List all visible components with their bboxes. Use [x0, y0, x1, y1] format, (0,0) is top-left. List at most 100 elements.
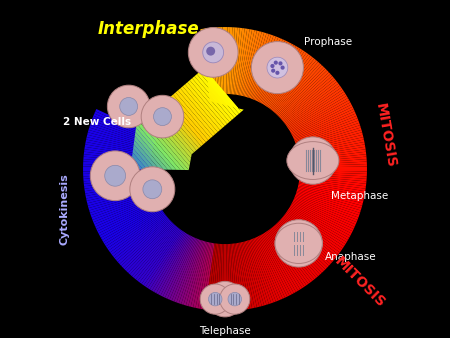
Wedge shape [260, 234, 294, 294]
Wedge shape [282, 78, 335, 122]
Wedge shape [288, 207, 346, 244]
Wedge shape [248, 239, 271, 304]
Polygon shape [138, 111, 189, 170]
Polygon shape [136, 119, 180, 170]
Wedge shape [154, 234, 189, 293]
Wedge shape [156, 234, 190, 294]
Wedge shape [294, 194, 358, 220]
Wedge shape [274, 62, 320, 114]
Wedge shape [272, 59, 316, 112]
Wedge shape [148, 232, 185, 289]
Polygon shape [130, 165, 135, 169]
Wedge shape [265, 49, 302, 106]
Wedge shape [296, 191, 361, 213]
Wedge shape [255, 236, 285, 299]
Wedge shape [261, 234, 296, 293]
Wedge shape [86, 183, 152, 198]
Wedge shape [299, 178, 366, 189]
Polygon shape [162, 102, 201, 148]
Wedge shape [234, 28, 245, 95]
Circle shape [108, 85, 150, 128]
Wedge shape [83, 167, 151, 169]
Wedge shape [86, 137, 153, 153]
Wedge shape [244, 240, 264, 306]
Wedge shape [246, 240, 266, 306]
Wedge shape [277, 222, 325, 271]
Wedge shape [239, 242, 255, 308]
Wedge shape [222, 243, 225, 311]
Wedge shape [130, 224, 176, 276]
Wedge shape [299, 170, 367, 174]
Wedge shape [85, 182, 152, 196]
Polygon shape [157, 106, 196, 152]
Wedge shape [193, 241, 210, 308]
Wedge shape [292, 199, 355, 229]
Wedge shape [290, 100, 351, 134]
Circle shape [289, 137, 337, 184]
Wedge shape [91, 193, 155, 218]
Polygon shape [178, 88, 218, 134]
Wedge shape [237, 29, 250, 96]
Wedge shape [259, 235, 292, 295]
Wedge shape [249, 35, 274, 99]
Wedge shape [283, 80, 337, 123]
Wedge shape [217, 27, 222, 95]
Wedge shape [266, 231, 304, 288]
Wedge shape [252, 238, 278, 301]
Wedge shape [298, 144, 365, 158]
Polygon shape [199, 70, 239, 116]
Wedge shape [299, 177, 366, 186]
Wedge shape [146, 231, 184, 288]
Wedge shape [279, 72, 330, 119]
Wedge shape [92, 118, 156, 144]
Wedge shape [293, 197, 356, 224]
Circle shape [274, 61, 278, 65]
Wedge shape [275, 64, 322, 115]
Text: Interphase: Interphase [98, 20, 200, 38]
Wedge shape [285, 86, 341, 126]
Wedge shape [243, 31, 262, 97]
Circle shape [105, 165, 126, 186]
Wedge shape [106, 210, 163, 248]
Wedge shape [83, 169, 151, 171]
Wedge shape [121, 220, 171, 268]
Wedge shape [142, 229, 182, 285]
Wedge shape [254, 237, 283, 300]
Wedge shape [225, 27, 228, 95]
Wedge shape [296, 125, 361, 147]
Wedge shape [289, 96, 348, 132]
Wedge shape [249, 239, 274, 303]
Wedge shape [298, 179, 365, 191]
Wedge shape [85, 144, 152, 158]
Wedge shape [266, 50, 304, 107]
Wedge shape [242, 31, 259, 97]
Wedge shape [94, 114, 157, 141]
Wedge shape [242, 241, 259, 307]
Wedge shape [99, 203, 159, 236]
Wedge shape [291, 201, 353, 234]
Wedge shape [263, 232, 300, 291]
Wedge shape [102, 206, 161, 242]
Wedge shape [109, 212, 165, 252]
Text: MITOSIS: MITOSIS [332, 254, 388, 310]
Wedge shape [265, 232, 302, 289]
Wedge shape [226, 243, 230, 311]
Wedge shape [299, 174, 367, 182]
Wedge shape [213, 243, 220, 311]
Wedge shape [299, 149, 366, 160]
Wedge shape [228, 27, 233, 95]
Wedge shape [246, 32, 266, 98]
Wedge shape [179, 239, 202, 304]
Polygon shape [166, 98, 206, 144]
Polygon shape [187, 80, 227, 126]
Wedge shape [299, 172, 367, 176]
Wedge shape [271, 57, 315, 111]
Wedge shape [297, 132, 363, 151]
Wedge shape [225, 243, 228, 311]
Polygon shape [176, 90, 215, 136]
Wedge shape [262, 233, 298, 292]
Wedge shape [274, 224, 320, 276]
Polygon shape [135, 128, 172, 170]
Wedge shape [161, 235, 193, 296]
Wedge shape [85, 142, 152, 156]
